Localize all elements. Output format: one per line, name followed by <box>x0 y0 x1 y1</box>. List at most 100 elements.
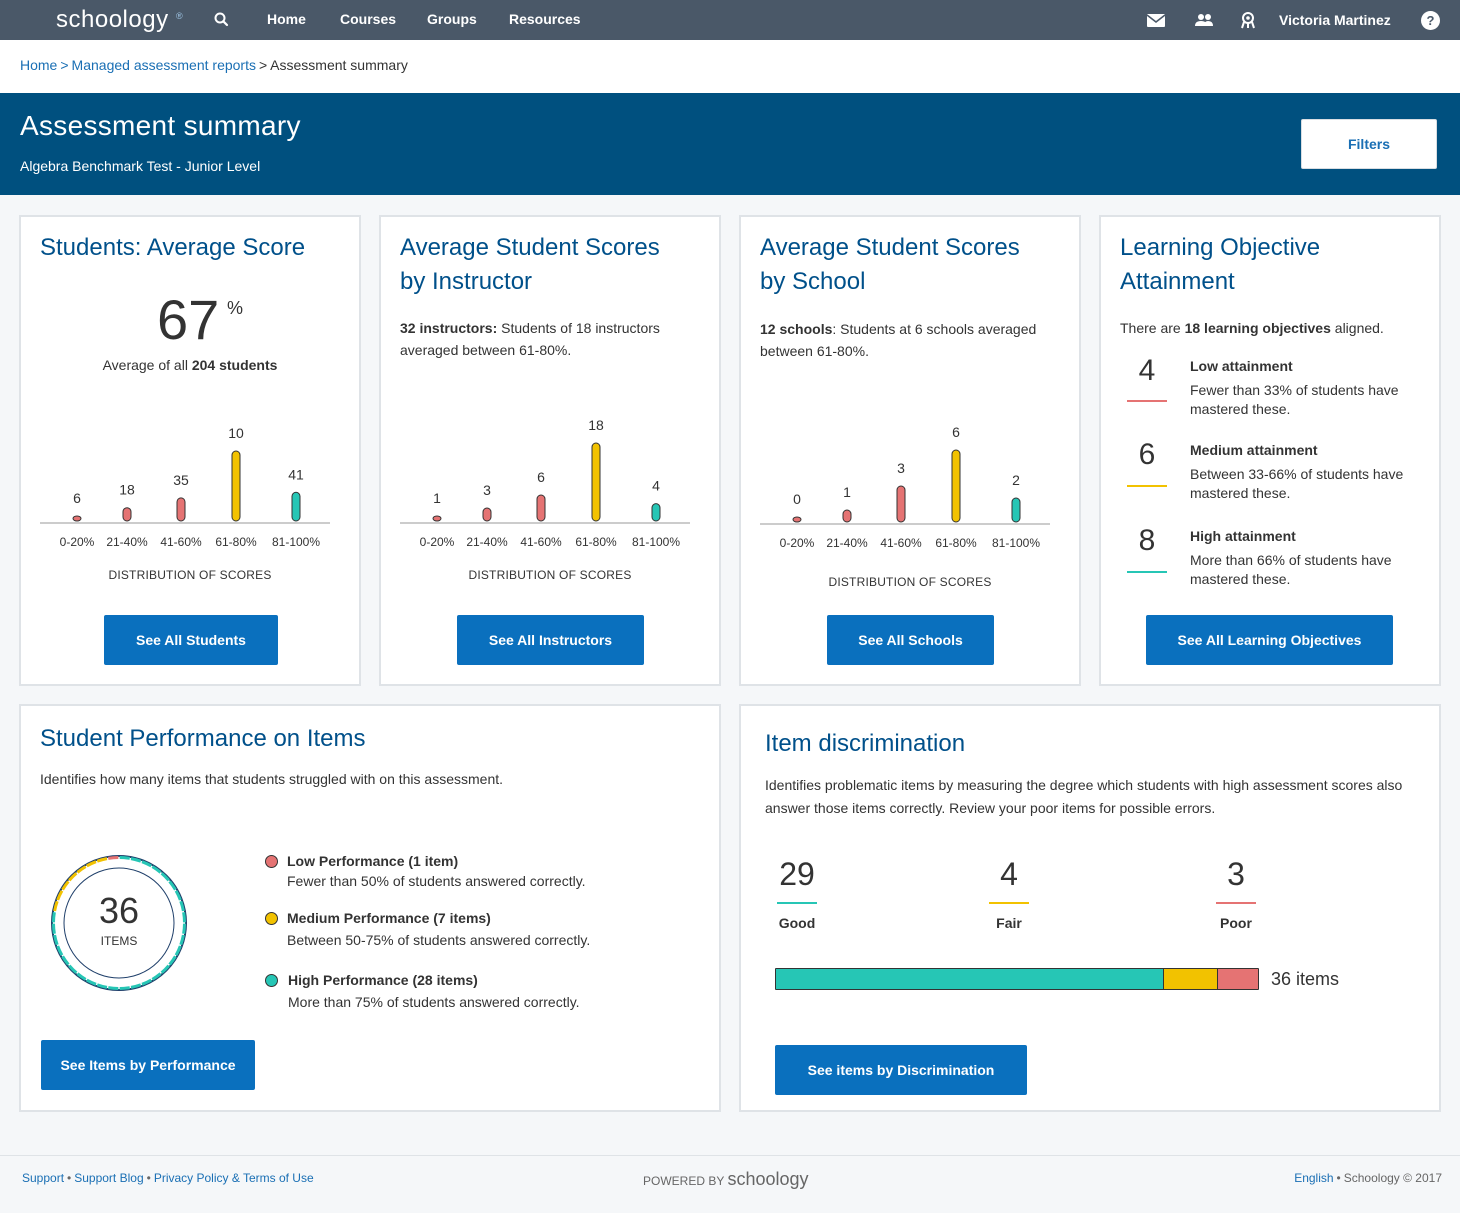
card-title-line2: Attainment <box>1120 268 1235 295</box>
nav-courses[interactable]: Courses <box>340 11 397 27</box>
chart-bar-81-100% <box>291 491 301 522</box>
discrimination-segment-fair <box>1164 969 1218 989</box>
chart-bar-21-40% <box>842 509 852 523</box>
donut-segment-high <box>76 972 87 981</box>
discrimination-segment-good <box>776 969 1165 989</box>
page-title: Assessment summary <box>20 110 301 141</box>
chart-category-label: 81-100% <box>992 536 1040 550</box>
notifications-icon[interactable] <box>1238 11 1258 29</box>
nav-groups[interactable]: Groups <box>427 11 477 27</box>
card-title-line2: by School <box>760 268 866 295</box>
mail-icon[interactable] <box>1146 11 1166 29</box>
see-all-learning-objectives-button[interactable]: See All Learning Objectives <box>1146 615 1393 665</box>
chart-category-label: 61-80% <box>935 536 977 550</box>
high-attainment-desc: More than 66% of students have mastered … <box>1190 552 1392 587</box>
low-performance-dot <box>265 855 278 868</box>
language-link[interactable]: English <box>1294 1171 1334 1185</box>
footer-bullet: • <box>67 1171 72 1185</box>
instructor-distribution-chart: 1 0-20% 3 21-40% 6 41-60% 18 61-80% 4 81-100% <box>400 417 690 549</box>
chart-category-label: 0-20% <box>780 536 815 550</box>
chart-bar-21-40% <box>122 507 132 522</box>
donut-segment-medium <box>76 865 87 874</box>
chart-value-label: 6 <box>952 424 960 440</box>
discrimination-stacked-bar <box>775 968 1259 990</box>
average-description: Average of all 204 students <box>21 357 359 373</box>
item-performance-card: Student Performance on Items Identifies … <box>19 704 721 1112</box>
good-count: 29 <box>779 856 815 892</box>
donut-segment-high <box>179 900 185 912</box>
chart-category-label: 81-100% <box>632 535 680 549</box>
see-all-instructors-button[interactable]: See All Instructors <box>457 615 644 665</box>
chart-category-label: 21-40% <box>466 535 508 549</box>
card-title: Students: Average Score <box>40 234 306 261</box>
donut-segment-high <box>141 978 152 986</box>
medium-attainment-title: Medium attainment <box>1190 442 1318 458</box>
score-distribution-chart: 6 0-20% 18 21-40% 35 41-60% 10 61-80% 41 81-100% <box>40 425 330 549</box>
schoology-logo[interactable]: schoology <box>56 6 169 33</box>
donut-segment-high <box>174 945 182 956</box>
high-attainment-title: High attainment <box>1190 528 1296 544</box>
nav-home[interactable]: Home <box>267 11 306 27</box>
support-blog-link[interactable]: Support Blog <box>74 1171 144 1185</box>
item-discrimination-card: Item discrimination Identifies problemat… <box>739 704 1441 1112</box>
chart-value-label: 3 <box>897 460 905 476</box>
see-all-students-button[interactable]: See All Students <box>104 615 278 665</box>
chart-value-label: 18 <box>119 482 135 498</box>
card-description: Identifies how many items that students … <box>40 771 504 787</box>
privacy-policy-link[interactable]: Privacy Policy & Terms of Use <box>153 1171 314 1185</box>
donut-segment-high <box>151 865 162 874</box>
footer-right: English • Schoology © 2017 <box>1294 1171 1442 1185</box>
high-performance-title: High Performance (28 items) <box>288 972 478 988</box>
see-all-schools-button[interactable]: See All Schools <box>827 615 994 665</box>
user-name[interactable]: Victoria Martinez <box>1279 12 1391 28</box>
low-performance-desc: Fewer than 50% of students answered corr… <box>287 873 586 889</box>
nav-resources[interactable]: Resources <box>509 11 581 27</box>
donut-segment-high <box>174 890 182 901</box>
poor-line <box>1216 902 1256 904</box>
donut-segment-high <box>108 986 119 990</box>
filters-button[interactable]: Filters <box>1301 119 1437 169</box>
donut-segment-high <box>53 934 59 946</box>
school-distribution-chart: 0 0-20% 1 21-40% 3 41-60% 6 61-80% 2 81-100% <box>760 424 1050 550</box>
card-title: Student Performance on Items <box>40 725 366 752</box>
people-icon[interactable] <box>1194 11 1214 29</box>
donut-segment-high <box>119 856 130 860</box>
chart-category-label: 41-60% <box>520 535 562 549</box>
medium-performance-dot <box>265 912 278 925</box>
donut-segment-high <box>56 945 64 956</box>
chart-category-label: 41-60% <box>880 536 922 550</box>
card-title-line2: by Instructor <box>400 268 533 295</box>
breadcrumb-home[interactable]: Home <box>20 57 58 73</box>
fair-line <box>989 902 1029 904</box>
search-icon[interactable] <box>213 11 231 29</box>
card-title-line1: Average Student Scores <box>760 234 1020 261</box>
help-icon[interactable]: ? <box>1421 11 1440 30</box>
chart-category-label: 61-80% <box>215 535 257 549</box>
donut-segment-high <box>86 978 97 986</box>
average-prefix: Average of all <box>102 357 192 373</box>
fair-label: Fair <box>996 915 1022 931</box>
chart-bar-81-100% <box>1011 497 1021 523</box>
card-title: Average Student Scores by Instructor <box>400 231 660 299</box>
description-suffix: aligned. <box>1330 320 1384 336</box>
card-description: There are 18 learning objectives aligned… <box>1120 317 1430 339</box>
chart-bar-41-60% <box>896 485 906 523</box>
donut-inner-ring <box>63 867 175 979</box>
good-line <box>777 902 817 904</box>
see-items-by-discrimination-button[interactable]: See items by Discrimination <box>775 1045 1027 1095</box>
medium-performance-title: Medium Performance (7 items) <box>287 910 491 926</box>
school-scores-card: Average Student Scores by School 12 schoo… <box>739 215 1081 686</box>
card-title-line1: Average Student Scores <box>400 234 660 261</box>
donut-segment-medium <box>68 872 78 882</box>
donut-segment-high <box>151 972 162 981</box>
support-link[interactable]: Support <box>22 1171 65 1185</box>
breadcrumb-managed-reports[interactable]: Managed assessment reports <box>71 57 256 73</box>
items-donut-chart <box>51 855 187 991</box>
chart-category-label: 0-20% <box>420 535 455 549</box>
card-title: Item discrimination <box>765 730 966 757</box>
donut-segment-high <box>68 964 78 974</box>
chart-axis-label: DISTRIBUTION OF SCORES <box>468 568 632 582</box>
donut-segment-high <box>52 923 56 934</box>
see-items-by-performance-button[interactable]: See Items by Performance <box>41 1040 255 1090</box>
powered-by: POWERED BY schoology <box>643 1169 809 1190</box>
